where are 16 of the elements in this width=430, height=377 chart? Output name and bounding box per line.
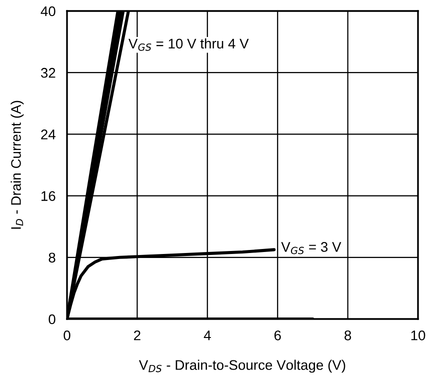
x-tick-label: 10 xyxy=(411,330,426,340)
y-tick-label: 40 xyxy=(40,6,56,16)
x-tick-label: 0 xyxy=(64,330,70,340)
y-axis-title: I$_{D}$ - Drain Current (A) xyxy=(10,100,24,229)
y-tick-label: 8 xyxy=(48,252,56,263)
x-tick-label: 6 xyxy=(274,330,281,340)
y-tick-label: 32 xyxy=(40,68,56,78)
x-tick-label: 8 xyxy=(344,330,352,340)
y-tick-label: 0 xyxy=(48,314,56,324)
x-tick-label: 4 xyxy=(204,330,211,340)
x-axis-title: V$_{DS}$ - Drain-to-Source Voltage (V) xyxy=(138,360,346,373)
y-tick-label: 24 xyxy=(41,130,56,140)
x-tick-label: 2 xyxy=(134,330,140,340)
annotation: V$_{GS}$ = 10 V thru 4 V xyxy=(128,38,249,51)
y-tick-label: 16 xyxy=(42,191,56,201)
annotation: V$_{GS}$ = 3 V xyxy=(281,242,342,254)
